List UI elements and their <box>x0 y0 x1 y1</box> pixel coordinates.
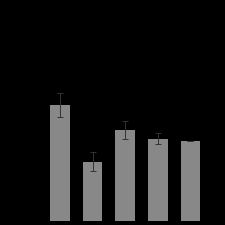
Bar <box>181 141 200 220</box>
Bar <box>148 139 168 220</box>
Bar <box>50 105 70 220</box>
Bar <box>115 130 135 220</box>
Bar <box>83 162 102 220</box>
